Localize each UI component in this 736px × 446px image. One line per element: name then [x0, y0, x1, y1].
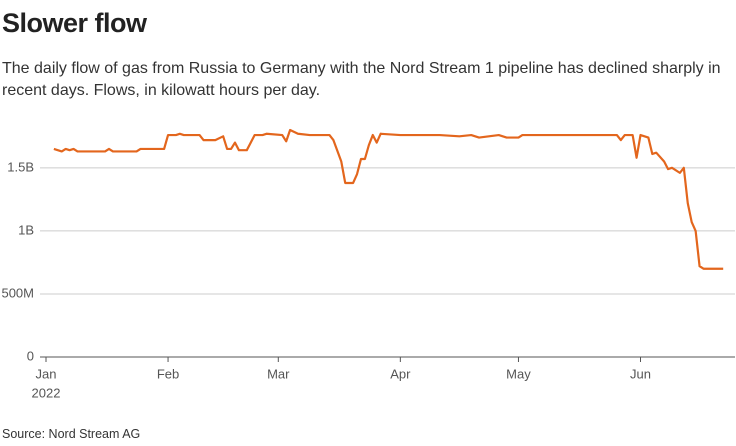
y-tick-label: 1.5B [7, 159, 34, 174]
source-note: Source: Nord Stream AG [2, 427, 141, 441]
x-tick-label: Mar [267, 366, 290, 381]
x-tick-label: Feb [157, 366, 179, 381]
x-year-label: 2022 [32, 385, 61, 400]
x-tick-label: Jun [630, 366, 651, 381]
data-line [53, 128, 724, 270]
chart-subtitle: The daily flow of gas from Russia to Ger… [2, 60, 721, 99]
x-tick-label: May [506, 366, 531, 381]
x-tick-label: Jan [36, 366, 57, 381]
x-tick-label: Apr [390, 366, 411, 381]
y-tick-label: 0 [27, 348, 34, 363]
y-tick-label: 1B [18, 222, 34, 237]
chart-title: Slower flow [2, 8, 147, 38]
y-tick-label: 500M [1, 285, 34, 300]
